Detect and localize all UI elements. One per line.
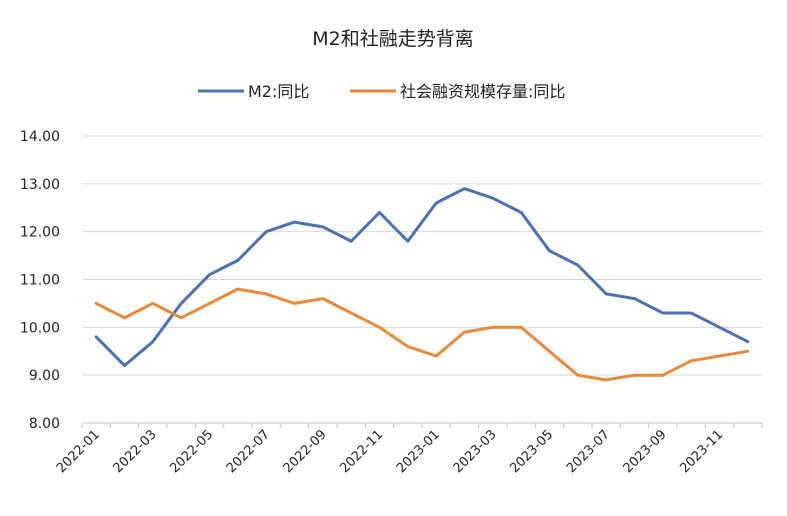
x-tick-label: 2022-05 [167,427,216,476]
grid [82,135,762,376]
legend: M2:同比 社会融资规模存量:同比 [198,82,565,101]
x-tick-label: 2023-07 [564,427,613,476]
x-tick-label: 2023-01 [394,427,443,476]
y-tick-label: 12.00 [20,225,60,241]
x-tick-label: 2022-03 [111,427,160,476]
series-line-m2 [94,187,750,368]
x-tick-label: 2022-01 [54,427,103,476]
x-tick-label: 2022-09 [281,427,330,476]
y-tick-label: 9.00 [29,368,60,384]
y-tick-label: 11.00 [20,273,60,289]
axes: 8.00 9.00 10.00 11.00 12.00 13.00 14.00 2022-01… [20,129,763,476]
y-tick-label: 10.00 [20,320,60,336]
y-tick-label: 14.00 [20,129,60,145]
chart-title: M2和社融走势背离 [312,28,473,50]
legend-label: M2:同比 [248,82,309,101]
series-lines [94,187,750,382]
series-line-tsf [94,287,750,382]
legend-label: 社会融资规模存量:同比 [400,82,565,101]
x-tick-label: 2022-11 [337,427,386,476]
x-tick-label: 2023-03 [451,427,500,476]
x-tick-label: 2023-09 [621,427,670,476]
x-tick-label: 2023-11 [677,427,726,476]
y-tick-label: 13.00 [20,177,60,193]
x-tick-label: 2022-07 [224,427,273,476]
y-tick-label: 8.00 [29,416,60,432]
x-tick-label: 2023-05 [507,427,556,476]
